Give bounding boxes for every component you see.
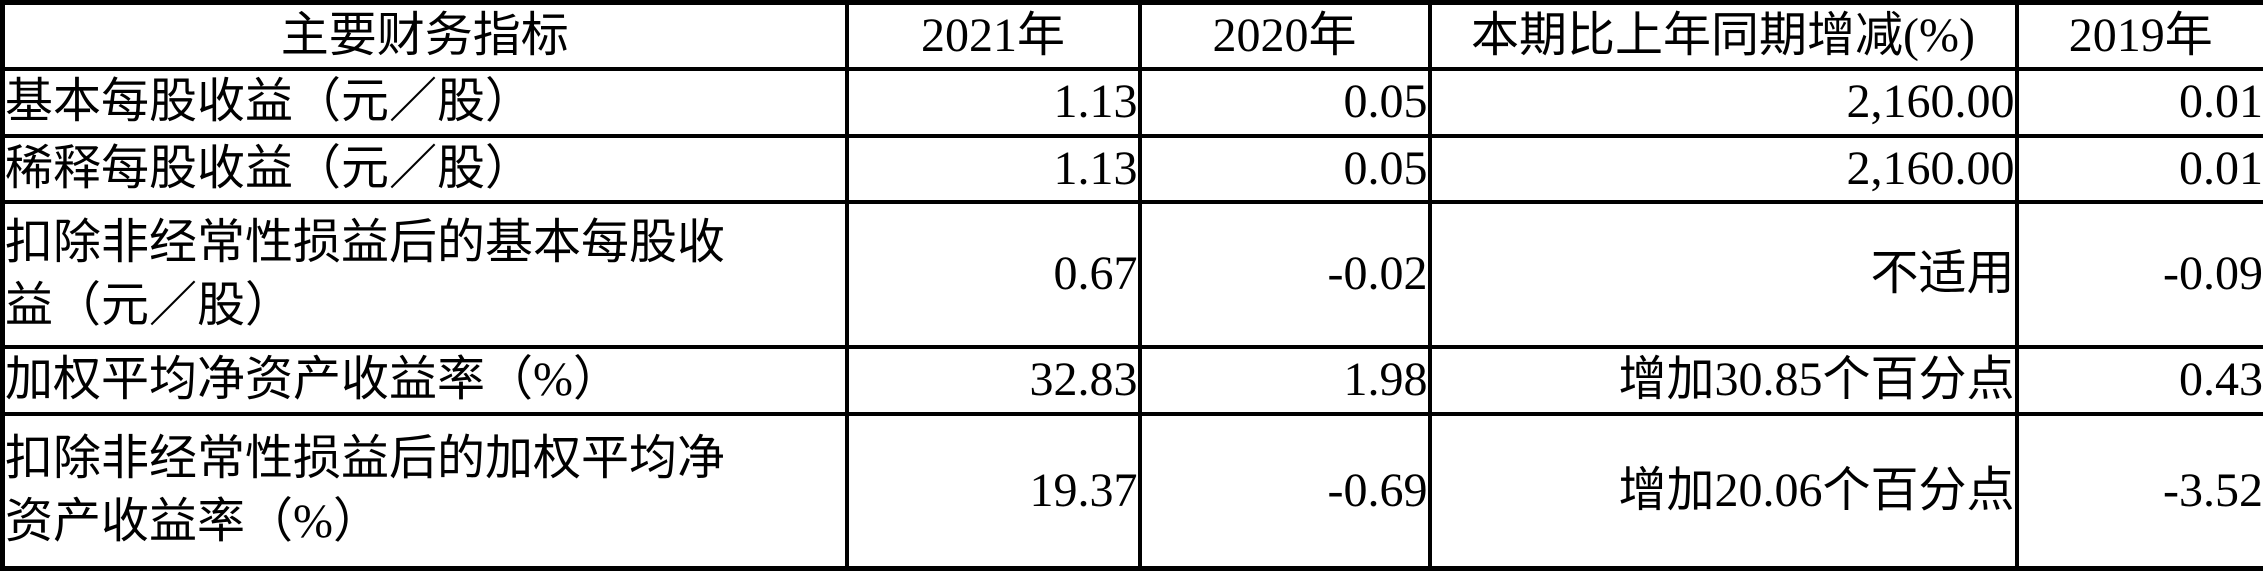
cell-2021-value: 1.13 — [847, 69, 1140, 135]
header-yoy-change: 本期比上年同期增减(%) — [1430, 3, 2017, 70]
cell-2020-value: 0.05 — [1140, 69, 1430, 135]
cell-2019-value: 0.01 — [2017, 69, 2263, 135]
cell-yoy-value: 增加20.06个百分点 — [1430, 414, 2017, 569]
cell-2021-value: 32.83 — [847, 347, 1140, 413]
header-year-2020: 2020年 — [1140, 3, 1430, 70]
table-row: 扣除非经常性损益后的加权平均净 资产收益率（%） 19.37 -0.69 增加2… — [3, 414, 2263, 569]
table-row: 基本每股收益（元／股） 1.13 0.05 2,160.00 0.01 — [3, 69, 2263, 135]
cell-indicator: 加权平均净资产收益率（%） — [3, 347, 847, 413]
cell-indicator: 稀释每股收益（元／股） — [3, 136, 847, 202]
cell-2021-value: 0.67 — [847, 202, 1140, 347]
cell-2020-value: 0.05 — [1140, 136, 1430, 202]
cell-yoy-value: 增加30.85个百分点 — [1430, 347, 2017, 413]
header-year-2021: 2021年 — [847, 3, 1140, 70]
cell-2021-value: 1.13 — [847, 136, 1140, 202]
cell-2020-value: -0.69 — [1140, 414, 1430, 569]
cell-indicator: 扣除非经常性损益后的加权平均净 资产收益率（%） — [3, 414, 847, 569]
header-indicator: 主要财务指标 — [3, 3, 847, 70]
cell-indicator: 扣除非经常性损益后的基本每股收 益（元／股） — [3, 202, 847, 347]
cell-2021-value: 19.37 — [847, 414, 1140, 569]
cell-2020-value: 1.98 — [1140, 347, 1430, 413]
cell-indicator: 基本每股收益（元／股） — [3, 69, 847, 135]
table-row: 扣除非经常性损益后的基本每股收 益（元／股） 0.67 -0.02 不适用 -0… — [3, 202, 2263, 347]
cell-yoy-value: 2,160.00 — [1430, 69, 2017, 135]
cell-yoy-value: 2,160.00 — [1430, 136, 2017, 202]
cell-2019-value: 0.43 — [2017, 347, 2263, 413]
table-row: 加权平均净资产收益率（%） 32.83 1.98 增加30.85个百分点 0.4… — [3, 347, 2263, 413]
cell-2020-value: -0.02 — [1140, 202, 1430, 347]
cell-2019-value: 0.01 — [2017, 136, 2263, 202]
table-row: 稀释每股收益（元／股） 1.13 0.05 2,160.00 0.01 — [3, 136, 2263, 202]
table-header-row: 主要财务指标 2021年 2020年 本期比上年同期增减(%) 2019年 — [3, 3, 2263, 70]
cell-2019-value: -0.09 — [2017, 202, 2263, 347]
cell-yoy-value: 不适用 — [1430, 202, 2017, 347]
header-year-2019: 2019年 — [2017, 3, 2263, 70]
cell-2019-value: -3.52 — [2017, 414, 2263, 569]
